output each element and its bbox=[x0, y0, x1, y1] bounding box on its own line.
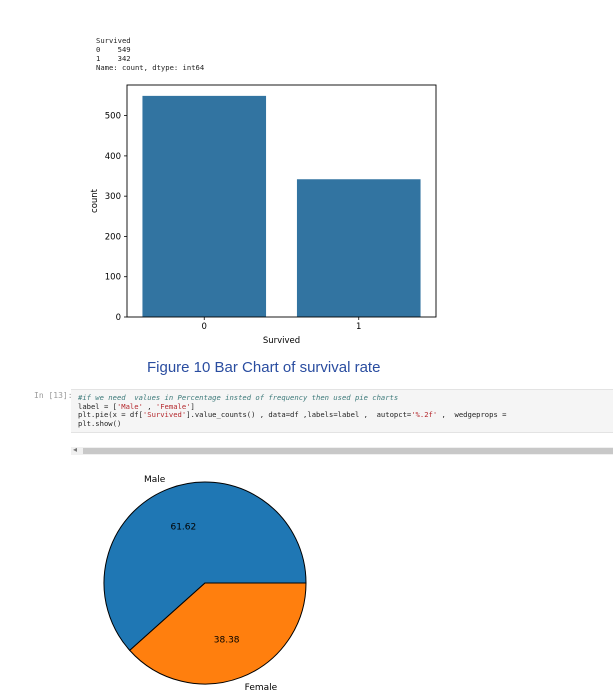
x-tick-label: 1 bbox=[356, 322, 361, 332]
y-tick-label: 100 bbox=[105, 273, 121, 283]
y-tick-label: 0 bbox=[116, 313, 121, 323]
code-token: plt.show() bbox=[78, 418, 122, 428]
code-string: 'Survived' bbox=[142, 410, 187, 420]
code-token: ].value_counts() , data=df ,labels=label… bbox=[186, 410, 412, 420]
output-line: 0 549 bbox=[96, 45, 131, 54]
bar-chart: 0 1 0 100 200 300 400 500 Survived count bbox=[90, 84, 437, 346]
plot-frame bbox=[126, 84, 437, 318]
y-tick-label: 200 bbox=[105, 232, 121, 242]
pie-slice-female bbox=[129, 582, 307, 685]
code-editor[interactable]: #if we need values in Percentage insted … bbox=[71, 390, 613, 428]
pie-value-label: 38.38 bbox=[214, 636, 240, 646]
cell-prompt: In [13]: bbox=[34, 391, 73, 400]
y-tick-label: 500 bbox=[105, 112, 121, 122]
code-token: plt.pie(x = df[ bbox=[78, 410, 143, 420]
code-token: , bbox=[142, 401, 156, 411]
code-token: ] bbox=[190, 401, 195, 411]
code-token: , wedgeprops = bbox=[437, 410, 507, 420]
code-string: '%.2f' bbox=[411, 410, 438, 420]
y-axis-label: count bbox=[90, 188, 100, 213]
code-string: 'Female' bbox=[155, 401, 191, 411]
code-comment: #if we need values in Percentage insted … bbox=[78, 393, 399, 402]
y-tick-label: 300 bbox=[105, 192, 121, 202]
pie-category-label: Male bbox=[144, 475, 166, 485]
x-axis-label: Survived bbox=[263, 336, 300, 346]
scrollbar-thumb[interactable] bbox=[83, 448, 613, 454]
pie-category-label: Female bbox=[245, 683, 278, 692]
cell-output-text: Survived 0 549 1 342 Name: count, dtype:… bbox=[96, 36, 204, 72]
bar-1 bbox=[296, 179, 421, 317]
code-string: 'Male' bbox=[116, 401, 143, 411]
x-tick-label: 0 bbox=[202, 322, 207, 332]
horizontal-scrollbar[interactable]: ◂ bbox=[71, 445, 613, 455]
y-tick-label: 400 bbox=[105, 152, 121, 162]
code-token: label = [ bbox=[78, 401, 117, 411]
pie-value-label: 61.62 bbox=[170, 522, 196, 532]
output-line: 1 342 bbox=[96, 54, 131, 63]
bar-0 bbox=[142, 95, 267, 317]
output-line: Survived bbox=[96, 36, 131, 45]
output-line: Name: count, dtype: int64 bbox=[96, 63, 205, 72]
code-cell[interactable]: #if we need values in Percentage insted … bbox=[71, 389, 613, 433]
scroll-left-arrow-icon[interactable]: ◂ bbox=[73, 445, 78, 454]
figure-caption: Figure 10 Bar Chart of survival rate bbox=[147, 359, 381, 376]
pie-slice-male bbox=[103, 481, 307, 652]
